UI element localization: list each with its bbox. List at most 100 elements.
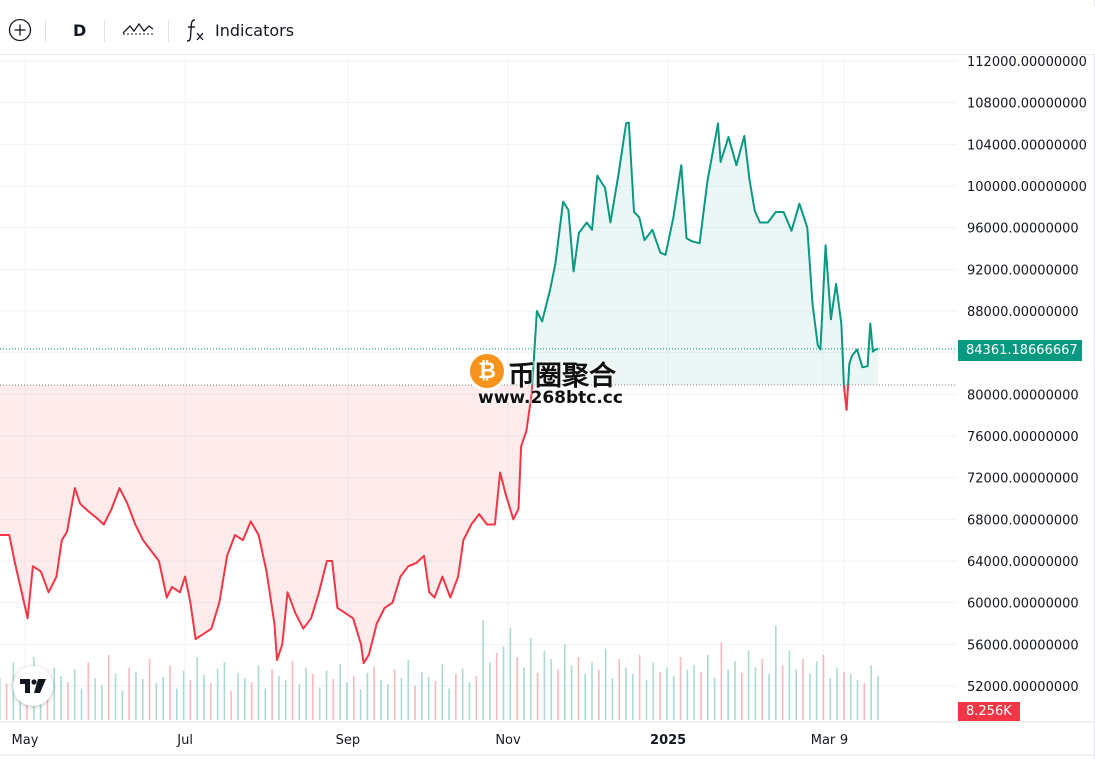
volume-bar: [502, 646, 505, 720]
compare-symbol-icon: [122, 22, 154, 35]
volume-bar: [284, 680, 287, 720]
volume-bar: [155, 683, 158, 720]
volume-bar: [611, 678, 614, 720]
tradingview-logo[interactable]: [13, 666, 53, 706]
toolbar-separator: [104, 20, 105, 42]
volume-bar: [305, 667, 307, 720]
volume-bars: [0, 620, 879, 720]
volume-bar: [400, 678, 403, 720]
volume-bar: [706, 654, 709, 720]
indicators-label: Indicators: [215, 20, 295, 40]
area-fill-up: [532, 122, 844, 385]
volume-bar: [135, 671, 137, 720]
volume-bar: [441, 664, 444, 720]
add-symbol-button[interactable]: [8, 6, 32, 54]
y-tick-label: 100000.00000000: [967, 180, 1087, 195]
volume-bar: [591, 662, 593, 720]
time-axis[interactable]: May Jul Sep Nov 2025 Mar 9: [0, 721, 1095, 756]
volume-bar: [802, 659, 804, 720]
area-fill-up: [848, 323, 879, 385]
volume-bar: [754, 667, 757, 720]
volume-bar: [822, 654, 825, 720]
volume-bar: [870, 665, 872, 720]
chart-type-button[interactable]: [122, 6, 154, 54]
volume-bar: [475, 675, 478, 720]
volume-bar: [169, 665, 171, 720]
volume-bar: [318, 687, 321, 720]
volume-bar: [237, 672, 239, 720]
volume-bar: [693, 665, 695, 720]
volume-bar: [809, 673, 811, 720]
interval-button[interactable]: D: [73, 20, 87, 40]
plus-circle-icon: [8, 18, 32, 42]
y-tick-label: 112000.00000000: [967, 55, 1087, 70]
volume-bar: [489, 662, 491, 720]
volume-bar: [101, 685, 103, 720]
bitcoin-icon: ₿: [470, 354, 504, 388]
volume-bar: [877, 675, 879, 720]
volume-bar: [196, 657, 199, 720]
volume-bar: [5, 683, 8, 720]
volume-bar: [298, 684, 301, 720]
volume-bar: [94, 678, 96, 720]
volume-bar: [781, 665, 784, 720]
y-tick-label: 96000.00000000: [967, 222, 1079, 237]
volume-bar: [121, 690, 124, 720]
watermark: ₿ 币圈聚合 www.268btc.cc: [470, 352, 640, 412]
volume-bar: [339, 664, 341, 720]
volume-bar: [815, 661, 818, 720]
x-tick-label: May: [12, 733, 39, 748]
volume-bar: [393, 669, 396, 720]
price-axis[interactable]: 112000.00000000 108000.00000000 104000.000…: [967, 55, 1087, 695]
volume-bar: [461, 668, 464, 720]
volume-bar: [659, 671, 661, 720]
y-tick-label: 92000.00000000: [967, 263, 1079, 278]
volume-bar: [645, 680, 648, 720]
volume-bar: [652, 662, 655, 720]
chart-grid: [0, 56, 957, 722]
x-tick-label: Nov: [495, 733, 521, 748]
volume-bar: [550, 659, 552, 720]
volume-bar: [523, 667, 525, 720]
y-tick-label: 80000.00000000: [967, 388, 1079, 403]
price-line-up: [531, 121, 845, 386]
volume-bar: [67, 682, 69, 720]
volume-bar: [189, 680, 192, 720]
volume-bar: [836, 667, 838, 720]
volume-bar: [557, 669, 559, 720]
toolbar-separator: [45, 20, 46, 42]
price-line-up: [847, 322, 879, 386]
volume-bar: [666, 667, 668, 720]
volume-bar: [638, 654, 641, 720]
volume-bar: [495, 652, 498, 720]
x-tick-label: Jul: [176, 733, 193, 748]
volume-bar: [713, 678, 716, 720]
volume-bar: [250, 682, 253, 720]
volume-bar: [455, 673, 457, 720]
y-tick-label: 72000.00000000: [967, 472, 1079, 487]
volume-bar: [604, 648, 607, 720]
volume-bar: [543, 650, 546, 720]
volume-bar: [0, 678, 1, 720]
volume-bar: [448, 688, 450, 720]
volume-bar: [230, 690, 233, 720]
volume-bar: [312, 673, 314, 720]
indicators-button[interactable]: Indicators: [185, 6, 294, 54]
y-tick-label: 76000.00000000: [967, 430, 1079, 445]
volume-bar: [672, 675, 675, 720]
y-tick-label: 52000.00000000: [967, 680, 1079, 695]
volume-bar: [843, 671, 845, 720]
x-tick-label: Sep: [336, 733, 361, 748]
volume-bar: [223, 662, 226, 720]
volume-bar: [107, 654, 110, 720]
x-tick-label: 9: [840, 733, 848, 748]
last-price-label: 84361.18666667: [958, 340, 1082, 361]
chart-toolbar: D Indicators: [0, 6, 1095, 55]
volume-bar: [53, 667, 56, 720]
volume-bar: [563, 644, 566, 720]
volume-bar: [148, 659, 151, 720]
volume-bar: [346, 682, 348, 720]
price-line-down: [842, 384, 850, 411]
volume-bar: [720, 642, 723, 720]
